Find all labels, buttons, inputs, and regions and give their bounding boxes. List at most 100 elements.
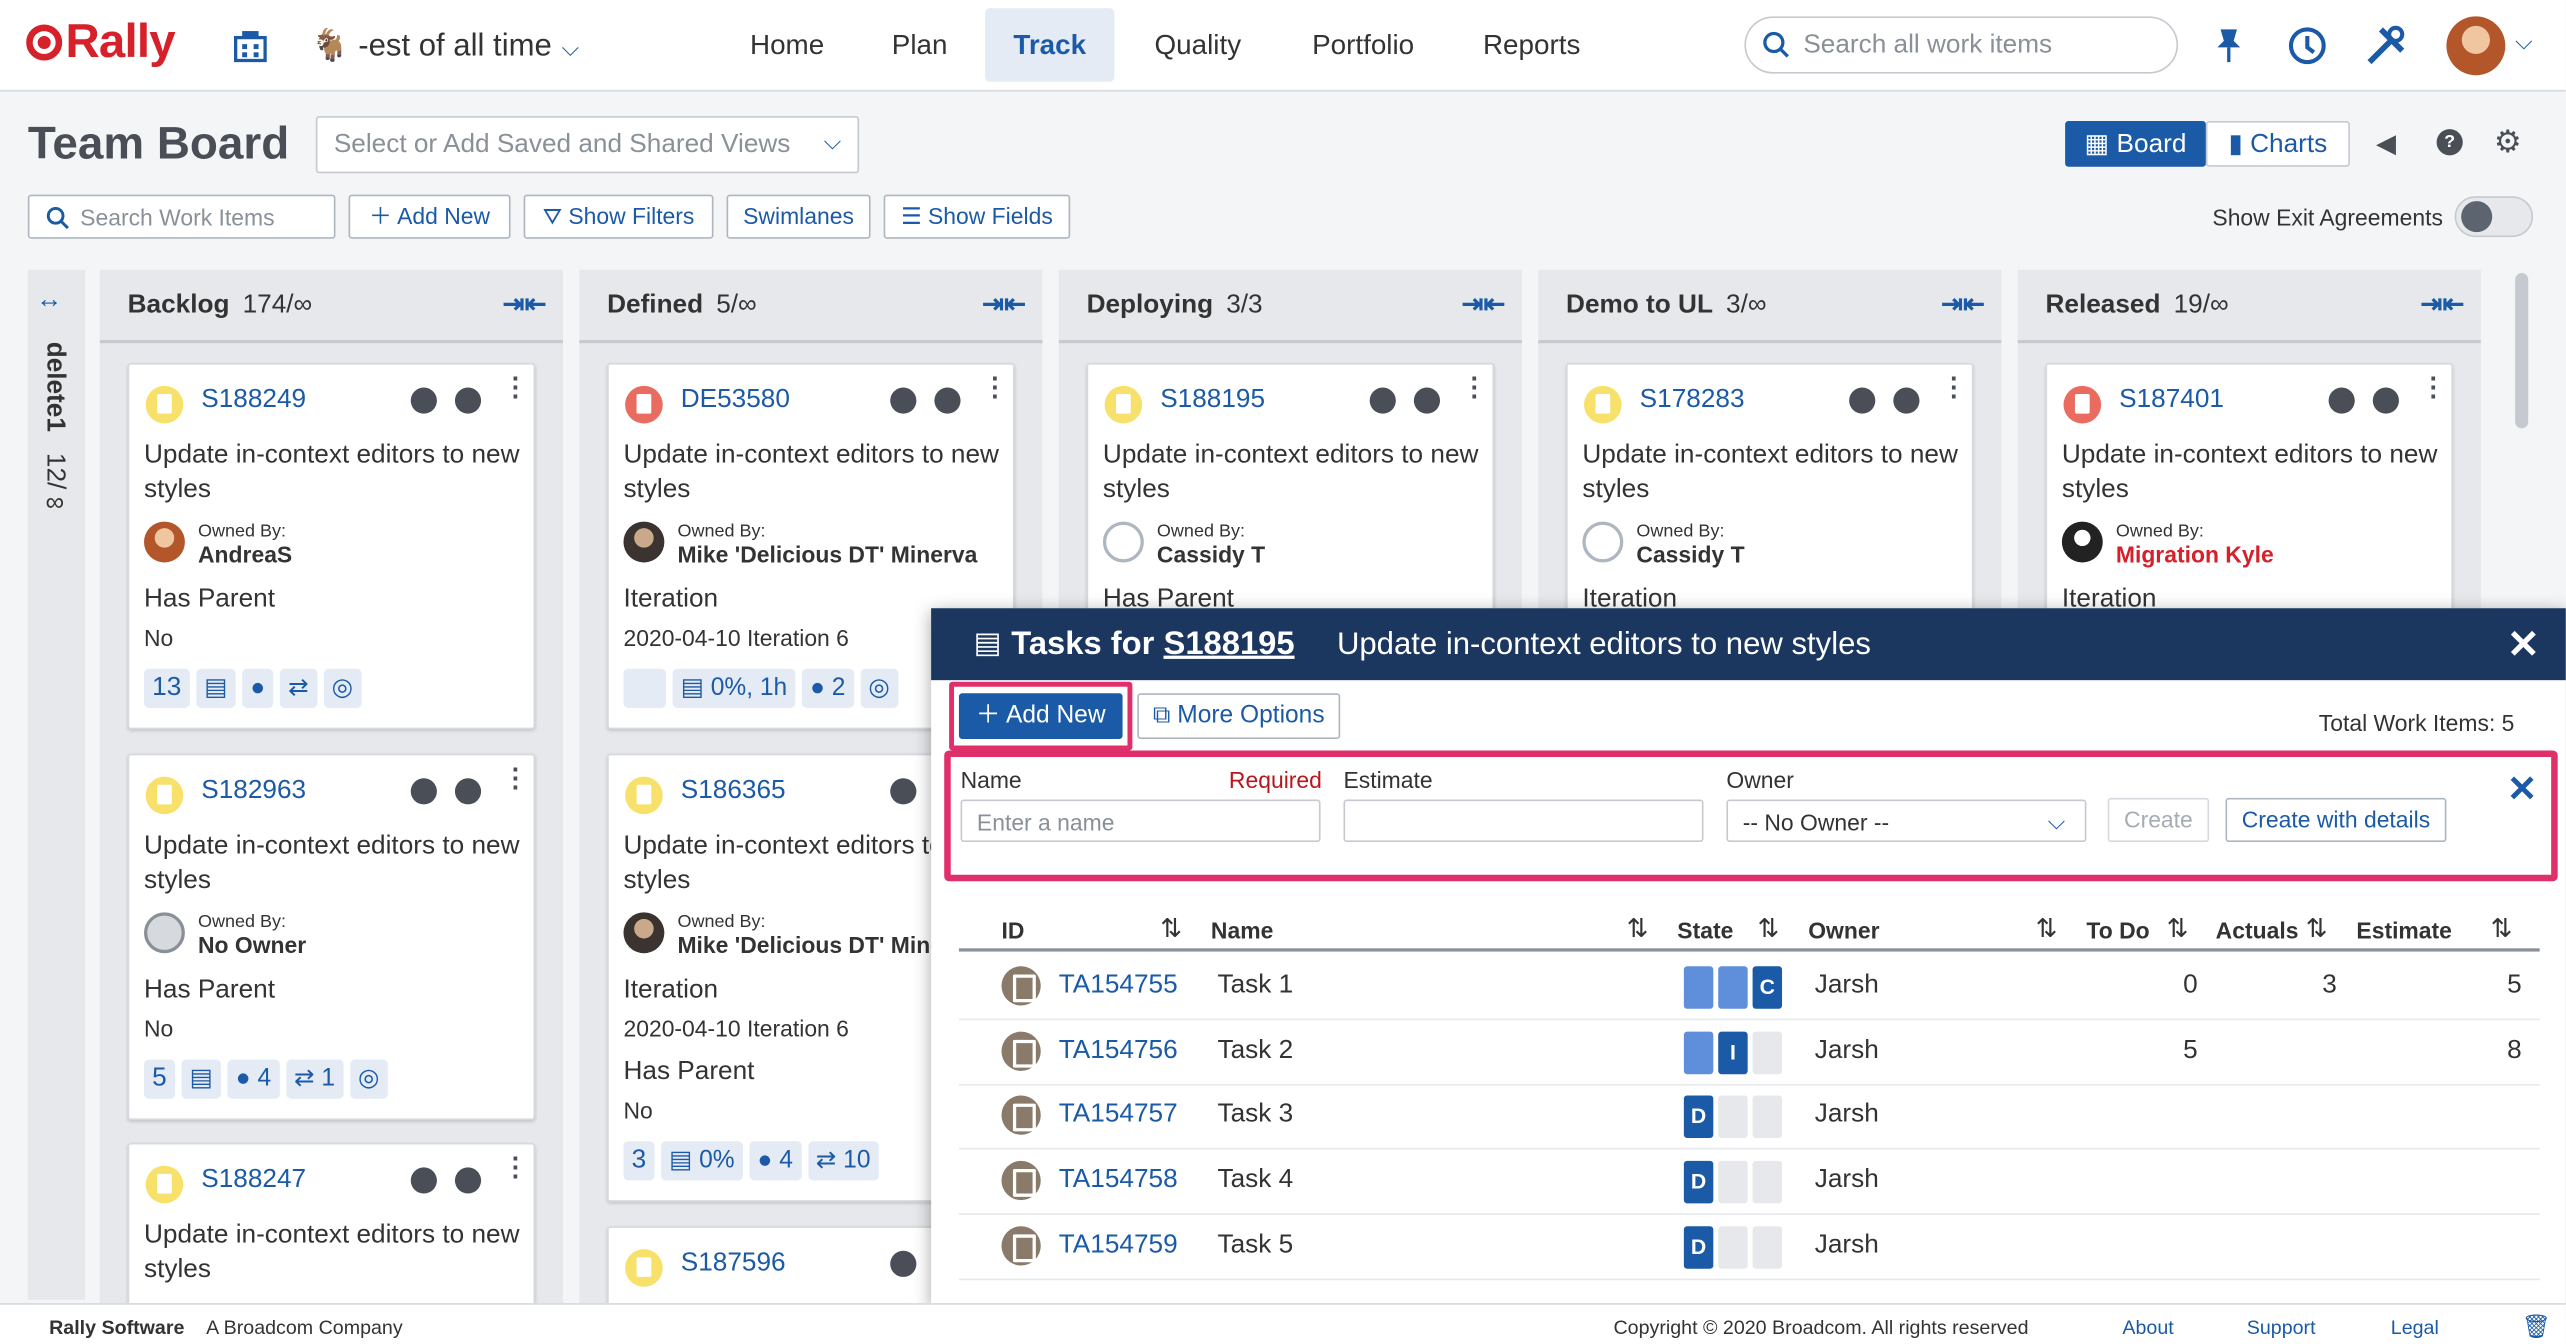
column-header-demo-to-ul[interactable]: Demo to UL 3/∞ ⇥⇤: [1538, 269, 2002, 344]
column-name[interactable]: Name: [1210, 917, 1274, 944]
tools-icon[interactable]: [2361, 21, 2410, 70]
add-new-task-button[interactable]: ＋ Add New: [958, 693, 1123, 740]
card[interactable]: S188249 ⋮ Update in-context editors to n…: [127, 362, 536, 730]
sort-icon[interactable]: ⇅: [2035, 915, 2058, 944]
more-icon[interactable]: ⋮: [2420, 374, 2447, 403]
nav-reports[interactable]: Reports: [1482, 29, 1581, 61]
card-title[interactable]: Update in-context editors to new styles: [623, 441, 999, 504]
search-work-items-input[interactable]: Search Work Items: [27, 194, 336, 239]
history-icon[interactable]: [2283, 21, 2332, 70]
card-owner[interactable]: No Owner: [198, 931, 307, 959]
card[interactable]: DE53580 ⋮ Update in-context editors to n…: [607, 362, 1015, 730]
collapse-icon[interactable]: ⇥⇤: [502, 291, 547, 319]
table-row[interactable]: TA154755 Task 1 C Jarsh 0 3 5: [958, 955, 2540, 1021]
support-link[interactable]: Support: [2246, 1316, 2316, 1340]
card-owner[interactable]: Mike 'Delicious DT' Mine: [677, 931, 943, 959]
card-id-link[interactable]: S187596: [680, 1249, 786, 1277]
tasks-icon[interactable]: ▤: [196, 668, 236, 708]
state-block[interactable]: [1718, 1161, 1748, 1204]
views-dropdown[interactable]: Select or Add Saved and Shared Views ⌵: [315, 116, 860, 174]
show-fields-button[interactable]: ☰ Show Fields: [883, 194, 1071, 239]
plan-estimate-badge[interactable]: 5: [144, 1059, 175, 1099]
check-icon[interactable]: [410, 387, 437, 414]
card-title[interactable]: Update in-context editors to new styles: [144, 1221, 520, 1284]
edit-icon[interactable]: [1413, 387, 1441, 414]
edit-icon[interactable]: [2372, 387, 2399, 414]
card[interactable]: S178283 ⋮ Update in-context editors to n…: [1566, 362, 1974, 625]
state-block[interactable]: D: [1683, 1161, 1714, 1204]
globe-icon[interactable]: ◎: [860, 668, 898, 708]
card-id-link[interactable]: S186365: [680, 776, 786, 805]
state-block[interactable]: [1683, 1031, 1714, 1074]
about-link[interactable]: About: [2122, 1316, 2174, 1340]
dependencies-icon[interactable]: ⇄ 1: [285, 1059, 344, 1099]
card-title[interactable]: Update in-context editors to new styles: [1582, 441, 1958, 504]
expand-icon[interactable]: ↔: [36, 286, 63, 314]
check-icon[interactable]: [1369, 387, 1396, 414]
check-icon[interactable]: [1849, 387, 1876, 414]
add-new-button[interactable]: ＋ Add New: [348, 194, 511, 239]
column-header-released[interactable]: Released 19/∞ ⇥⇤: [2017, 269, 2481, 344]
sort-icon[interactable]: ⇅: [1160, 915, 1183, 944]
card-id-link[interactable]: S178283: [1639, 385, 1745, 414]
discussion-icon[interactable]: ● 2: [801, 668, 854, 708]
card-title[interactable]: Update in-context editors to new styles: [2061, 441, 2438, 504]
collapse-icon[interactable]: ⇥⇤: [2420, 291, 2465, 319]
table-row[interactable]: TA154757 Task 3 D Jarsh: [958, 1085, 2540, 1151]
global-search-input[interactable]: Search all work items: [1744, 16, 2179, 74]
sort-icon[interactable]: ⇅: [2490, 915, 2513, 944]
edit-icon[interactable]: [934, 387, 961, 414]
card-owner[interactable]: AndreaS: [198, 541, 293, 568]
card-title[interactable]: Update in-context editors to new styles: [144, 832, 520, 895]
check-icon[interactable]: [890, 387, 917, 414]
announce-icon[interactable]: ◀: [2376, 130, 2397, 159]
column-state[interactable]: State: [1677, 917, 1734, 944]
discussion-icon[interactable]: ● 4: [749, 1141, 802, 1181]
card-id-link[interactable]: S182963: [201, 776, 307, 805]
story-id-link[interactable]: S188195: [1163, 626, 1295, 663]
board-scrollbar[interactable]: [2512, 270, 2532, 1300]
state-block[interactable]: D: [1683, 1096, 1714, 1139]
check-icon[interactable]: [890, 778, 917, 805]
task-owner[interactable]: Jarsh: [1814, 1230, 1879, 1259]
card-id-link[interactable]: S188249: [201, 385, 307, 414]
task-owner[interactable]: Jarsh: [1814, 1165, 1879, 1194]
task-name[interactable]: Task 1: [1217, 971, 1294, 999]
tasks-icon[interactable]: ▤: [181, 1059, 222, 1099]
table-row[interactable]: TA154758 Task 4 D Jarsh: [958, 1150, 2540, 1215]
create-with-details-button[interactable]: Create with details: [2225, 797, 2447, 843]
sort-icon[interactable]: ⇅: [2305, 915, 2328, 944]
state-block[interactable]: [1718, 1096, 1748, 1139]
task-estimate[interactable]: 5: [2507, 971, 2522, 999]
column-todo[interactable]: To Do: [2086, 917, 2150, 944]
trash-icon[interactable]: 🗑: [2521, 1312, 2551, 1340]
globe-icon[interactable]: ◎: [323, 668, 362, 708]
column-owner[interactable]: Owner: [1808, 917, 1880, 944]
card-title[interactable]: Update in-context editors to new styles: [144, 441, 520, 504]
nav-quality[interactable]: Quality: [1154, 29, 1242, 61]
state-block[interactable]: C: [1752, 966, 1783, 1009]
card-id-link[interactable]: S187401: [2119, 385, 2224, 414]
gear-icon[interactable]: ⚙: [2493, 125, 2522, 161]
table-row[interactable]: TA154756 Task 2 I Jarsh 5 8: [958, 1020, 2540, 1086]
collapsed-column-label[interactable]: delete1 12/∞: [40, 341, 69, 517]
task-id-link[interactable]: TA154759: [1058, 1230, 1178, 1259]
state-block[interactable]: [1752, 1161, 1783, 1204]
check-icon[interactable]: [2328, 387, 2355, 414]
more-icon[interactable]: ⋮: [502, 765, 529, 793]
task-estimate[interactable]: 8: [2507, 1036, 2522, 1064]
discussion-icon[interactable]: ●: [242, 668, 274, 708]
close-icon[interactable]: ✕: [2506, 622, 2540, 668]
state-block[interactable]: D: [1683, 1225, 1714, 1269]
task-id-link[interactable]: TA154758: [1058, 1165, 1178, 1194]
sort-icon[interactable]: ⇅: [1626, 915, 1649, 944]
edit-icon[interactable]: [454, 778, 482, 805]
state-block[interactable]: [1752, 1031, 1783, 1074]
swimlanes-button[interactable]: Swimlanes: [726, 194, 871, 239]
card-id-link[interactable]: S188247: [201, 1165, 307, 1194]
state-block[interactable]: [1718, 1225, 1748, 1269]
task-owner[interactable]: Jarsh: [1814, 971, 1879, 999]
task-todo[interactable]: 5: [2183, 1036, 2198, 1064]
task-actuals[interactable]: 3: [2322, 971, 2337, 999]
column-header-defined[interactable]: Defined 5/∞ ⇥⇤: [579, 269, 1043, 344]
